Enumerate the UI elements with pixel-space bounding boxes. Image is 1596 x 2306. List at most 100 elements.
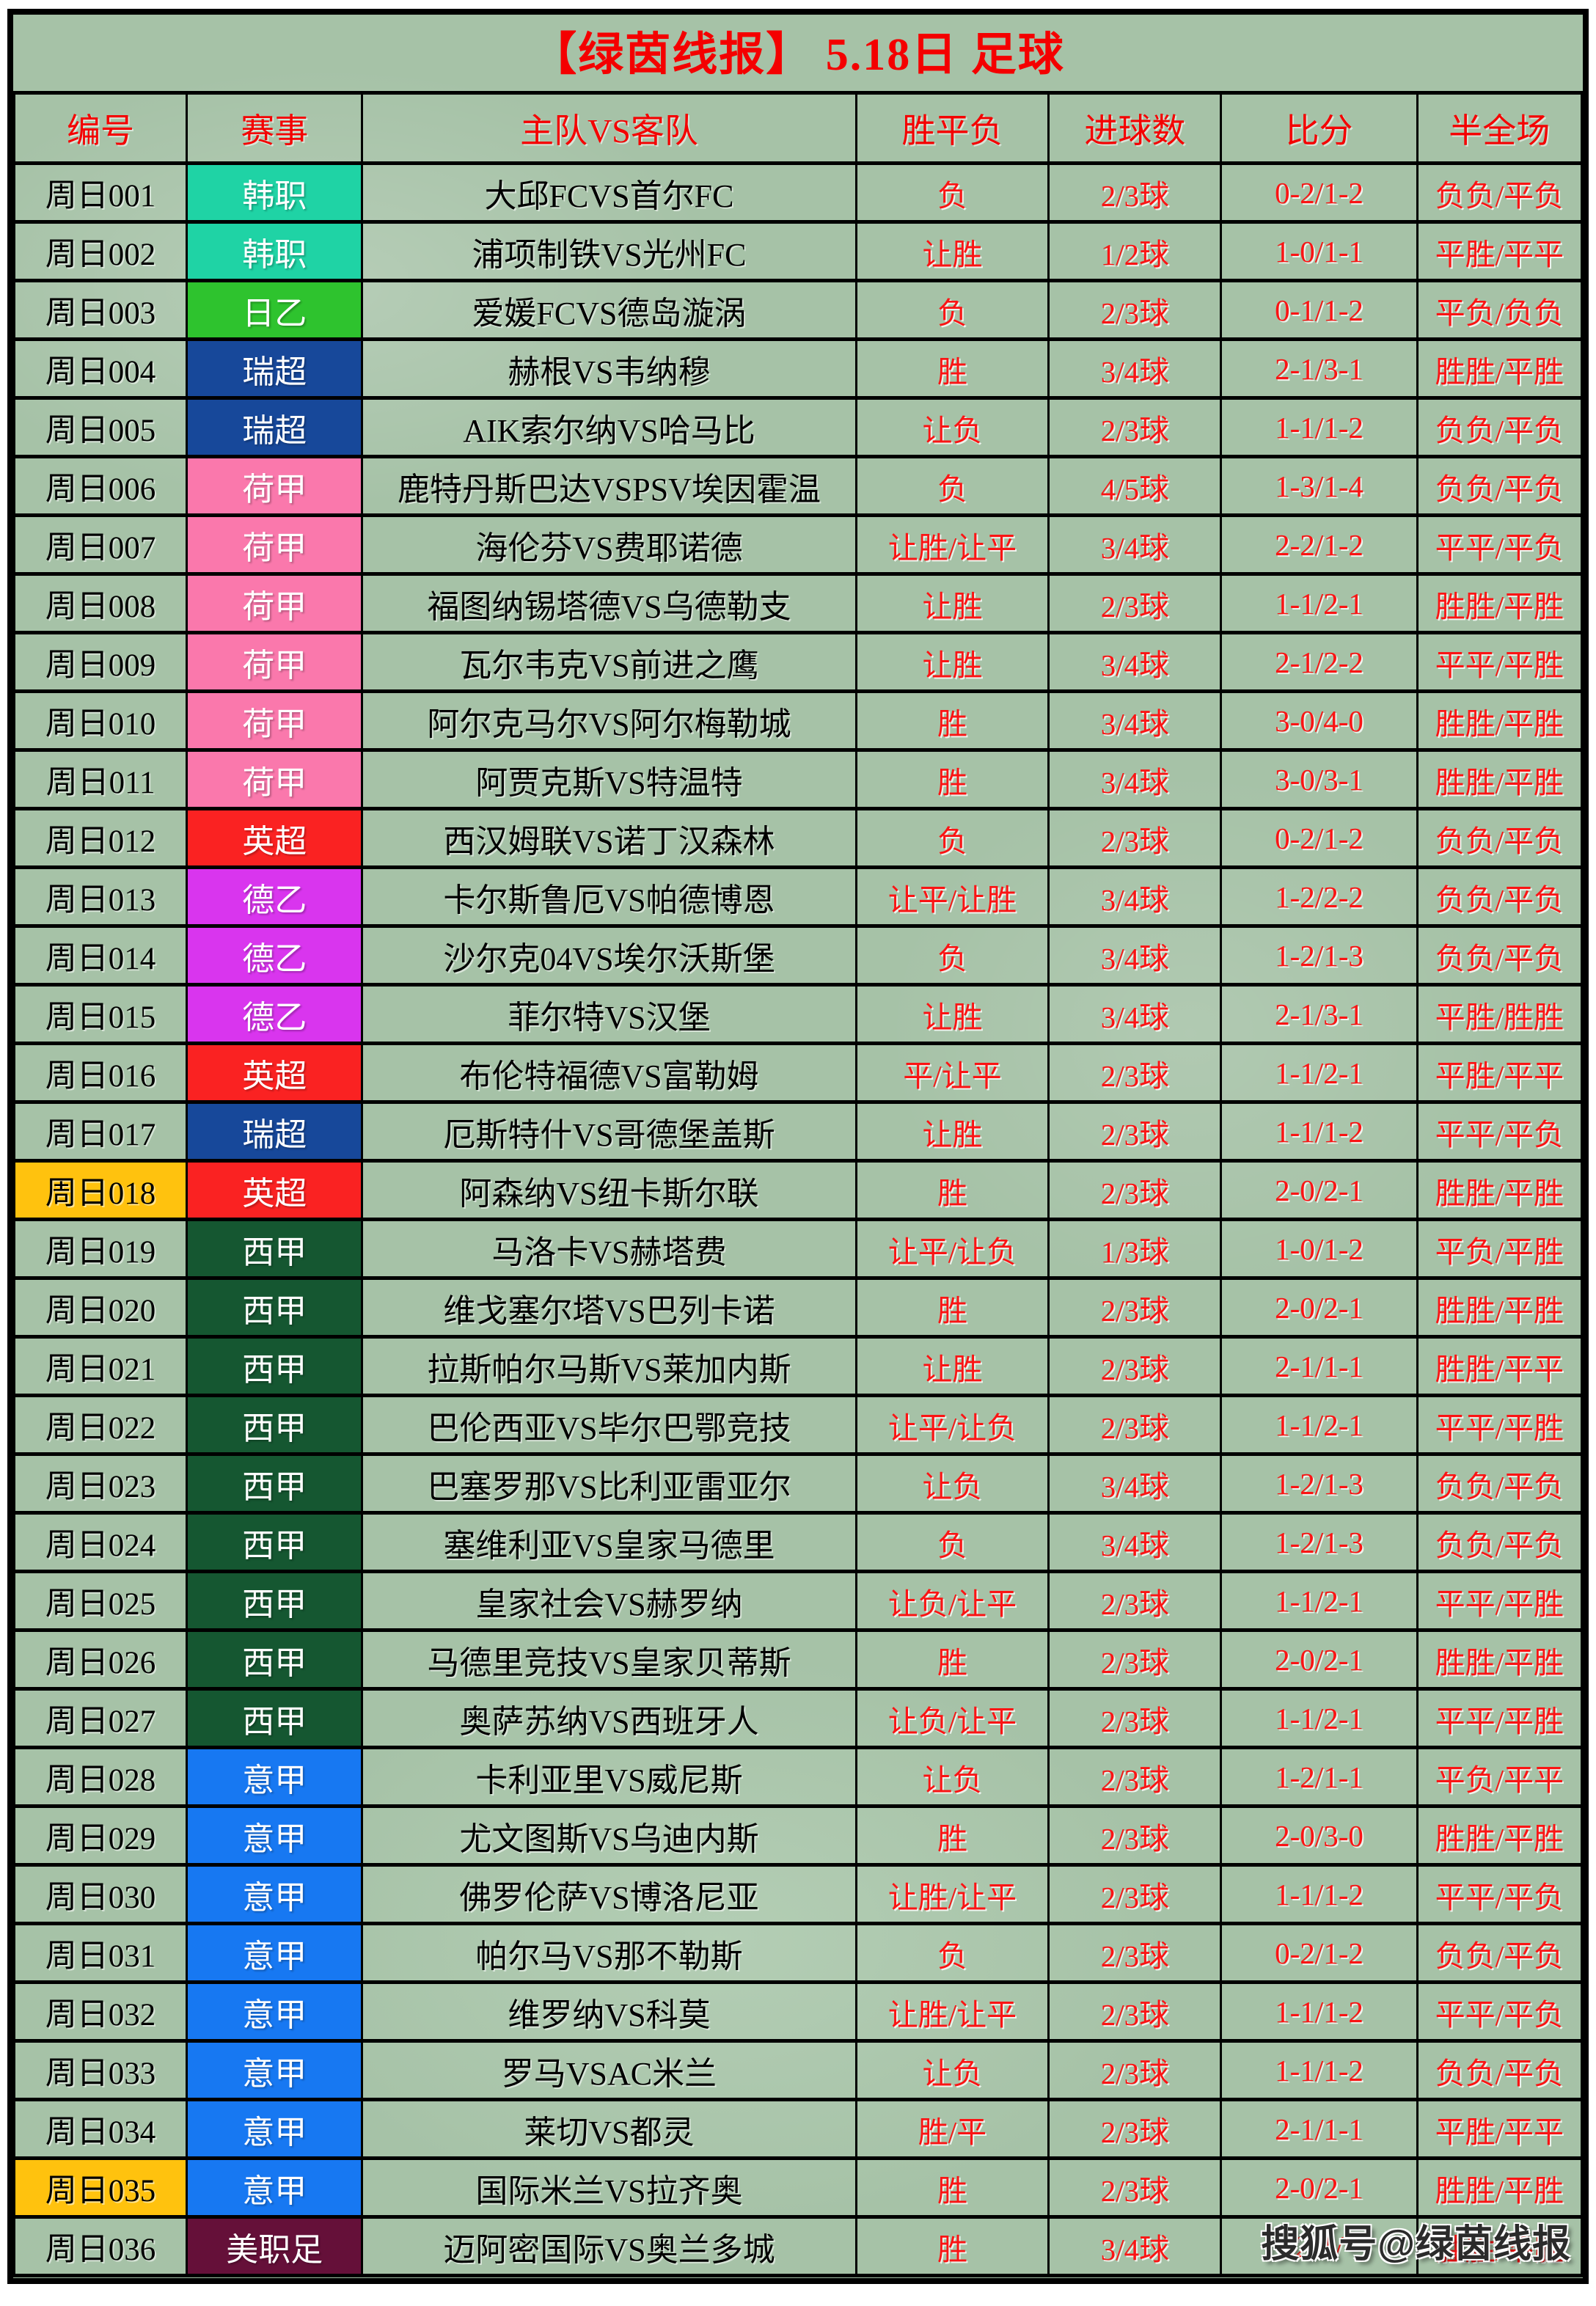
teams-cell: 塞维利亚VS皇家马德里 xyxy=(361,1511,857,1573)
table-row: 周日015 德乙 菲尔特VS汉堡 让胜 3/4球 2-1/3-1 平胜/胜胜 xyxy=(13,983,1583,1045)
teams-cell: 迈阿密国际VS奥兰多城 xyxy=(361,2215,857,2277)
half-full-prediction-cell: 胜胜/平胜 xyxy=(1416,689,1583,752)
goals-prediction-cell: 2/3球 xyxy=(1047,1804,1223,1867)
table-row: 周日026 西甲 马德里竞技VS皇家贝蒂斯 胜 2/3球 2-0/2-1 胜胜/… xyxy=(13,1628,1583,1691)
goals-prediction-cell: 2/3球 xyxy=(1047,396,1223,458)
match-id-cell: 周日029 xyxy=(13,1804,188,1867)
match-id-cell: 周日009 xyxy=(13,631,188,693)
league-badge: 西甲 xyxy=(186,1570,364,1632)
match-id-cell: 周日032 xyxy=(13,1980,188,2043)
table-row: 周日002 韩职 浦项制铁VS光州FC 让胜 1/2球 1-0/1-1 平胜/平… xyxy=(13,220,1583,282)
score-prediction-cell: 2-0/2-1 xyxy=(1220,1276,1419,1339)
goals-prediction-cell: 2/3球 xyxy=(1047,2156,1223,2219)
league-badge: 意甲 xyxy=(186,1863,364,1925)
match-id-cell: 周日018 xyxy=(13,1159,188,1221)
match-id-cell: 周日014 xyxy=(13,924,188,987)
goals-prediction-cell: 2/3球 xyxy=(1047,161,1223,224)
league-badge: 荷甲 xyxy=(186,631,364,693)
match-id-cell: 周日019 xyxy=(13,1218,188,1280)
table-row: 周日012 英超 西汉姆联VS诺丁汉森林 负 2/3球 0-2/1-2 负负/平… xyxy=(13,807,1583,869)
goals-prediction-cell: 3/4球 xyxy=(1047,2215,1223,2277)
teams-cell: 马洛卡VS赫塔费 xyxy=(361,1218,857,1280)
table-row: 周日003 日乙 爱媛FCVS德岛漩涡 负 2/3球 0-1/1-2 平负/负负 xyxy=(13,279,1583,341)
league-badge: 荷甲 xyxy=(186,748,364,810)
score-prediction-cell: 1-2/1-3 xyxy=(1220,1452,1419,1515)
score-prediction-cell: 2-1/1-1 xyxy=(1220,2098,1419,2160)
wdl-prediction-cell: 负 xyxy=(854,455,1050,517)
wdl-prediction-cell: 让平/让胜 xyxy=(854,865,1050,928)
teams-cell: 布伦特福德VS富勒姆 xyxy=(361,1042,857,1104)
goals-prediction-cell: 2/3球 xyxy=(1047,2098,1223,2160)
league-badge: 西甲 xyxy=(186,1394,364,1456)
table-row: 周日007 荷甲 海伦芬VS费耶诺德 让胜/让平 3/4球 2-2/1-2 平平… xyxy=(13,513,1583,576)
match-id-cell: 周日022 xyxy=(13,1394,188,1456)
goals-prediction-cell: 3/4球 xyxy=(1047,337,1223,400)
league-badge: 韩职 xyxy=(186,161,364,224)
teams-cell: 维罗纳VS科莫 xyxy=(361,1980,857,2043)
score-prediction-cell: 1-1/1-2 xyxy=(1220,396,1419,458)
teams-cell: 菲尔特VS汉堡 xyxy=(361,983,857,1045)
league-badge: 韩职 xyxy=(186,220,364,282)
teams-cell: 鹿特丹斯巴达VSPSV埃因霍温 xyxy=(361,455,857,517)
half-full-prediction-cell: 胜胜/平胜 xyxy=(1416,2215,1583,2277)
half-full-prediction-cell: 胜胜/平胜 xyxy=(1416,1159,1583,1221)
matches-table: 编号 赛事 主队VS客队 胜平负 进球数 比分 半全场 周日001 韩职 大邱F… xyxy=(13,91,1583,2277)
score-prediction-cell: 2-1/1-1 xyxy=(1220,1335,1419,1397)
col-header-teams: 主队VS客队 xyxy=(361,91,857,165)
match-id-cell: 周日011 xyxy=(13,748,188,810)
match-id-cell: 周日001 xyxy=(13,161,188,224)
score-prediction-cell: 1-3/1-4 xyxy=(1220,455,1419,517)
goals-prediction-cell: 2/3球 xyxy=(1047,279,1223,341)
teams-cell: 福图纳锡塔德VS乌德勒支 xyxy=(361,572,857,634)
table-row: 周日013 德乙 卡尔斯鲁厄VS帕德博恩 让平/让胜 3/4球 1-2/2-2 … xyxy=(13,865,1583,928)
col-header-score: 比分 xyxy=(1220,91,1419,165)
goals-prediction-cell: 2/3球 xyxy=(1047,1100,1223,1163)
col-header-match-id: 编号 xyxy=(13,91,188,165)
table-row: 周日010 荷甲 阿尔克马尔VS阿尔梅勒城 胜 3/4球 3-0/4-0 胜胜/… xyxy=(13,689,1583,752)
teams-cell: 维戈塞尔塔VS巴列卡诺 xyxy=(361,1276,857,1339)
teams-cell: 阿森纳VS纽卡斯尔联 xyxy=(361,1159,857,1221)
wdl-prediction-cell: 让胜 xyxy=(854,1335,1050,1397)
score-prediction-cell: 1-1/2-1 xyxy=(1220,1570,1419,1632)
match-id-cell: 周日005 xyxy=(13,396,188,458)
goals-prediction-cell: 4/5球 xyxy=(1047,455,1223,517)
goals-prediction-cell: 3/4球 xyxy=(1047,1511,1223,1573)
half-full-prediction-cell: 负负/平负 xyxy=(1416,807,1583,869)
league-badge: 英超 xyxy=(186,807,364,869)
wdl-prediction-cell: 胜 xyxy=(854,1159,1050,1221)
col-header-goals: 进球数 xyxy=(1047,91,1223,165)
table-row: 周日032 意甲 维罗纳VS科莫 让胜/让平 2/3球 1-1/1-2 平平/平… xyxy=(13,1980,1583,2043)
watermark: 搜狐号@绿茵线报 xyxy=(1261,2223,1571,2266)
match-id-cell: 周日020 xyxy=(13,1276,188,1339)
teams-cell: 罗马VSAC米兰 xyxy=(361,2039,857,2101)
table-row: 周日028 意甲 卡利亚里VS威尼斯 让负 2/3球 1-2/1-1 平负/平平 xyxy=(13,1746,1583,1808)
goals-prediction-cell: 2/3球 xyxy=(1047,1159,1223,1221)
teams-cell: 巴伦西亚VS毕尔巴鄂竞技 xyxy=(361,1394,857,1456)
table-row: 周日009 荷甲 瓦尔韦克VS前进之鹰 让胜 3/4球 2-1/2-2 平平/平… xyxy=(13,631,1583,693)
half-full-prediction-cell: 负负/平负 xyxy=(1416,1511,1583,1573)
table-row: 周日035 意甲 国际米兰VS拉齐奥 胜 2/3球 2-0/2-1 胜胜/平胜 xyxy=(13,2156,1583,2219)
wdl-prediction-cell: 胜/平 xyxy=(854,2098,1050,2160)
wdl-prediction-cell: 让胜 xyxy=(854,631,1050,693)
league-badge: 意甲 xyxy=(186,2098,364,2160)
goals-prediction-cell: 2/3球 xyxy=(1047,1570,1223,1632)
score-prediction-cell: 1-0/1-1 xyxy=(1220,220,1419,282)
wdl-prediction-cell: 让胜/让平 xyxy=(854,1863,1050,1925)
wdl-prediction-cell: 让胜/让平 xyxy=(854,513,1050,576)
wdl-prediction-cell: 胜 xyxy=(854,1628,1050,1691)
league-badge: 瑞超 xyxy=(186,1100,364,1163)
wdl-prediction-cell: 让胜/让平 xyxy=(854,1980,1050,2043)
wdl-prediction-cell: 胜 xyxy=(854,2156,1050,2219)
half-full-prediction-cell: 平平/平胜 xyxy=(1416,1570,1583,1632)
page-title: 【绿茵线报】 5.18日 足球 xyxy=(531,30,1065,80)
table-row: 周日004 瑞超 赫根VS韦纳穆 胜 3/4球 2-1/3-1 胜胜/平胜 xyxy=(13,337,1583,400)
goals-prediction-cell: 2/3球 xyxy=(1047,807,1223,869)
table-row: 周日034 意甲 莱切VS都灵 胜/平 2/3球 2-1/1-1 平胜/平平 xyxy=(13,2098,1583,2160)
teams-cell: 国际米兰VS拉齐奥 xyxy=(361,2156,857,2219)
goals-prediction-cell: 2/3球 xyxy=(1047,1687,1223,1749)
wdl-prediction-cell: 让负 xyxy=(854,396,1050,458)
goals-prediction-cell: 2/3球 xyxy=(1047,1628,1223,1691)
score-prediction-cell: 1-2/1-3 xyxy=(1220,1511,1419,1573)
half-full-prediction-cell: 平平/平负 xyxy=(1416,1980,1583,2043)
goals-prediction-cell: 2/3球 xyxy=(1047,1922,1223,1984)
